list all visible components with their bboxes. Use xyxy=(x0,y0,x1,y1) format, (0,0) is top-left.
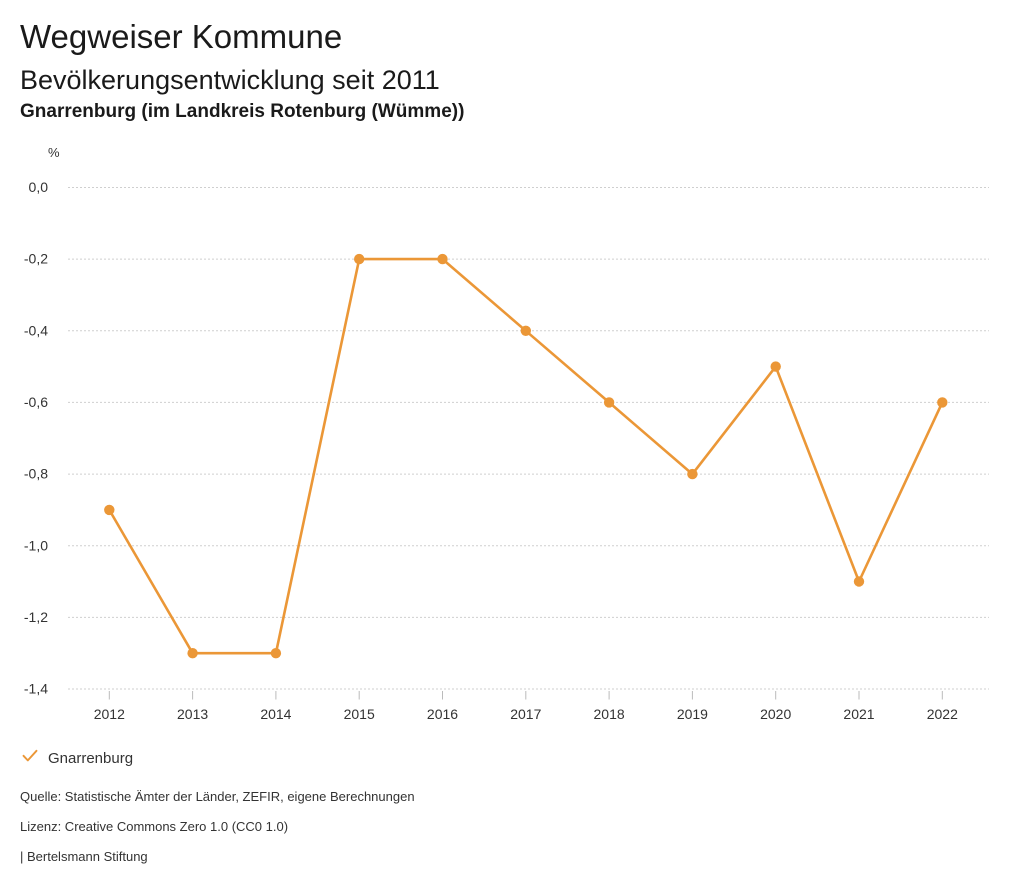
svg-text:2022: 2022 xyxy=(927,706,958,722)
svg-text:0,0: 0,0 xyxy=(29,179,49,195)
svg-text:2016: 2016 xyxy=(427,706,458,722)
svg-text:-0,4: -0,4 xyxy=(24,323,48,339)
svg-text:2017: 2017 xyxy=(510,706,541,722)
svg-text:-0,8: -0,8 xyxy=(24,466,48,482)
svg-text:2019: 2019 xyxy=(677,706,708,722)
svg-text:2018: 2018 xyxy=(594,706,625,722)
svg-text:-0,2: -0,2 xyxy=(24,251,48,267)
svg-text:2015: 2015 xyxy=(344,706,375,722)
svg-text:2021: 2021 xyxy=(843,706,874,722)
svg-text:-1,0: -1,0 xyxy=(24,538,48,554)
svg-text:2020: 2020 xyxy=(760,706,791,722)
svg-text:2012: 2012 xyxy=(94,706,125,722)
svg-text:2013: 2013 xyxy=(177,706,208,722)
svg-text:-1,2: -1,2 xyxy=(24,609,48,625)
svg-text:-0,6: -0,6 xyxy=(24,394,48,410)
svg-text:-1,4: -1,4 xyxy=(24,681,48,697)
svg-text:%: % xyxy=(48,145,60,160)
svg-text:2014: 2014 xyxy=(260,706,291,722)
